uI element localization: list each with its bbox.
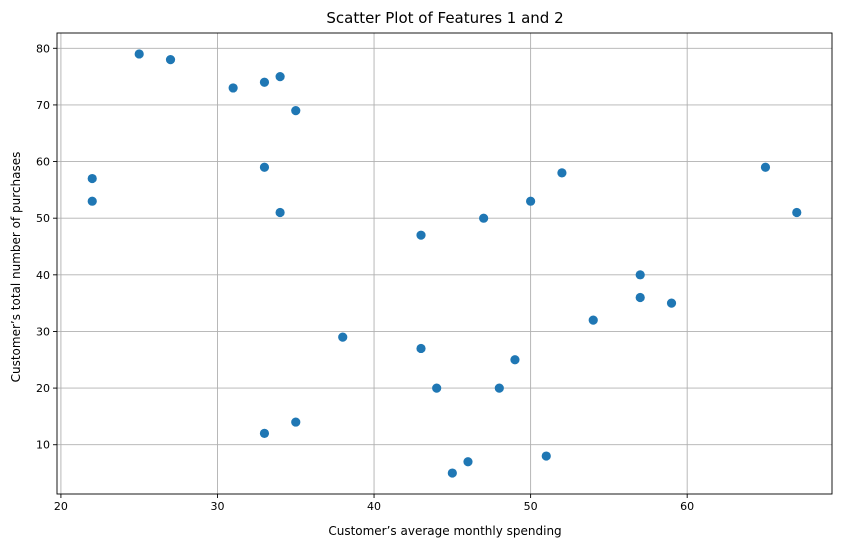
y-axis-ticks: 10 20 30 40 50 60 70 80 <box>36 42 57 452</box>
y-tick-label: 80 <box>36 42 50 55</box>
data-point <box>416 230 426 240</box>
data-point <box>338 332 348 342</box>
x-tick-label: 20 <box>54 500 68 513</box>
data-point <box>134 49 144 59</box>
data-point <box>259 77 270 87</box>
x-axis-ticks: 20 30 40 50 60 <box>54 494 694 513</box>
x-tick-label: 30 <box>210 500 224 513</box>
grid-lines <box>57 33 832 494</box>
data-point <box>87 173 97 184</box>
data-point <box>259 162 270 172</box>
data-point <box>635 270 645 280</box>
data-point <box>792 207 802 218</box>
data-point <box>432 383 442 393</box>
plot-frame <box>56 32 833 495</box>
data-point <box>416 343 426 354</box>
x-axis-label: Customer’s average monthly spending <box>328 524 561 538</box>
data-point <box>463 457 473 467</box>
data-point <box>557 168 567 178</box>
data-point <box>526 196 536 206</box>
chart-title: Scatter Plot of Features 1 and 2 <box>326 9 563 27</box>
data-point <box>635 292 645 303</box>
data-point <box>291 417 301 427</box>
y-axis-label: Customer’s total number of purchases <box>9 152 23 383</box>
y-tick-label: 50 <box>36 212 50 225</box>
data-points <box>87 49 802 478</box>
data-point <box>87 196 97 206</box>
data-point <box>479 213 489 223</box>
data-point <box>588 315 598 325</box>
y-tick-label: 70 <box>36 99 50 112</box>
data-point <box>510 355 520 365</box>
data-point <box>447 468 457 478</box>
data-point <box>275 207 285 218</box>
data-point <box>494 383 504 393</box>
axes <box>56 32 833 495</box>
data-point <box>259 428 270 439</box>
data-point <box>165 55 176 65</box>
y-tick-label: 40 <box>36 269 50 282</box>
data-point <box>291 105 301 116</box>
data-point <box>541 451 551 461</box>
data-point <box>760 162 771 172</box>
y-tick-label: 60 <box>36 156 50 169</box>
y-tick-label: 10 <box>36 439 50 452</box>
data-point <box>228 83 238 93</box>
x-tick-label: 50 <box>524 500 538 513</box>
data-point <box>666 298 677 308</box>
y-tick-label: 20 <box>36 382 50 395</box>
y-tick-label: 30 <box>36 325 50 338</box>
x-tick-label: 40 <box>367 500 381 513</box>
data-point <box>275 72 285 82</box>
x-tick-label: 60 <box>680 500 694 513</box>
